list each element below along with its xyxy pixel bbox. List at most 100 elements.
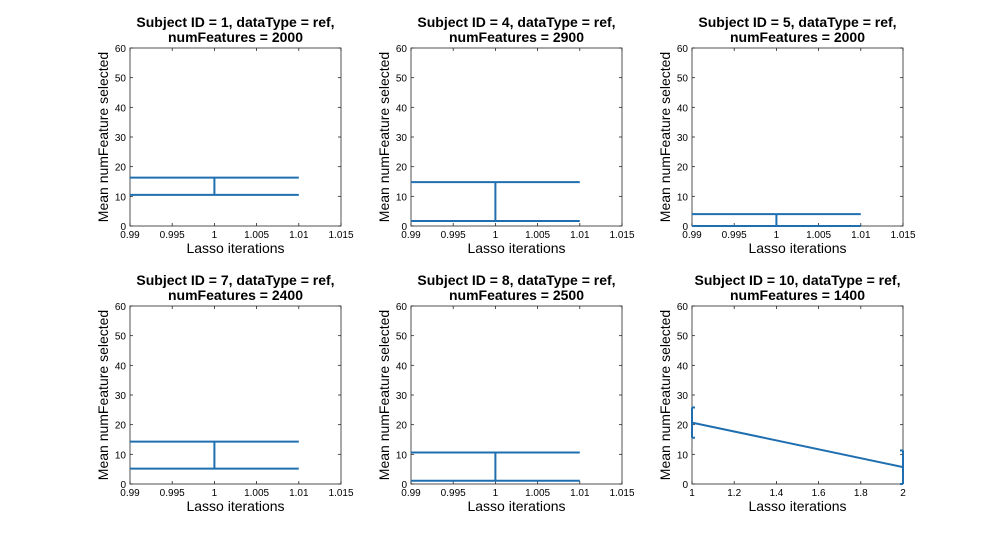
y-tick-label: 60 <box>115 302 127 313</box>
y-tick-label: 60 <box>677 302 689 313</box>
chart-title-line-2: numFeatures = 2900 <box>449 29 584 45</box>
x-tick-label: 1 <box>689 488 695 499</box>
chart-title-line-1: Subject ID = 8, dataType = ref, <box>417 272 615 288</box>
y-tick-label: 60 <box>115 44 127 55</box>
x-tick-label: 0.995 <box>160 488 185 499</box>
x-tick-label: 0.99 <box>120 230 140 241</box>
subplot-3: Subject ID = 5, dataType = ref,numFeatur… <box>657 14 916 256</box>
x-tick-label: 0.995 <box>441 230 466 241</box>
y-tick-label: 10 <box>677 450 689 461</box>
chart-title-line-2: numFeatures = 2500 <box>449 287 584 303</box>
y-tick-label: 40 <box>115 361 127 372</box>
x-tick-label: 1.01 <box>289 230 309 241</box>
axes-box <box>410 305 623 485</box>
subplot-2: Subject ID = 4, dataType = ref,numFeatur… <box>376 14 635 256</box>
y-tick-label: 10 <box>677 192 689 203</box>
y-tick-label: 60 <box>396 44 408 55</box>
y-tick-label: 50 <box>396 332 408 343</box>
y-tick-label: 0 <box>682 222 688 233</box>
axes-box <box>410 47 623 227</box>
y-tick-label: 0 <box>120 480 126 491</box>
y-tick-label: 20 <box>677 163 689 174</box>
y-tick-label: 20 <box>677 421 689 432</box>
x-tick-label: 1.005 <box>244 230 269 241</box>
x-tick-label: 0.99 <box>682 230 702 241</box>
x-tick-label: 1.015 <box>609 230 634 241</box>
chart-title-line-2: numFeatures = 1400 <box>730 287 865 303</box>
x-tick-label: 1.005 <box>806 230 831 241</box>
y-tick-label: 30 <box>396 133 408 144</box>
x-axis-label: Lasso iterations <box>467 240 565 256</box>
y-tick-label: 0 <box>120 222 126 233</box>
series-1 <box>691 406 904 485</box>
y-tick-label: 0 <box>401 480 407 491</box>
axes-box <box>691 305 904 485</box>
x-tick-label: 1.005 <box>525 488 550 499</box>
x-tick-label: 1.015 <box>890 230 915 241</box>
y-tick-label: 20 <box>396 421 408 432</box>
x-tick-label: 1 <box>212 230 218 241</box>
y-tick-label: 50 <box>677 74 689 85</box>
x-axis-label: Lasso iterations <box>748 240 846 256</box>
y-tick-label: 30 <box>677 133 689 144</box>
x-tick-label: 0.99 <box>401 488 421 499</box>
x-tick-label: 0.995 <box>722 230 747 241</box>
x-axis-label: Lasso iterations <box>186 498 284 514</box>
x-tick-label: 1.6 <box>812 488 826 499</box>
y-tick-label: 20 <box>115 421 127 432</box>
y-tick-label: 40 <box>396 103 408 114</box>
x-tick-label: 2 <box>900 488 906 499</box>
y-tick-label: 30 <box>115 133 127 144</box>
x-tick-label: 1.4 <box>769 488 783 499</box>
y-axis-label: Mean numFeature selected <box>376 310 392 480</box>
x-tick-label: 1.015 <box>328 230 353 241</box>
x-tick-label: 1.005 <box>525 230 550 241</box>
chart-title-line-1: Subject ID = 4, dataType = ref, <box>417 14 615 30</box>
x-tick-label: 1.01 <box>851 230 871 241</box>
y-tick-label: 20 <box>115 163 127 174</box>
x-tick-label: 1.015 <box>609 488 634 499</box>
chart-title-line-1: Subject ID = 5, dataType = ref, <box>698 14 896 30</box>
y-tick-label: 40 <box>677 361 689 372</box>
subplot-5: Subject ID = 8, dataType = ref,numFeatur… <box>376 272 635 514</box>
x-tick-label: 1.2 <box>727 488 741 499</box>
x-axis-label: Lasso iterations <box>467 498 565 514</box>
x-tick-label: 1.015 <box>328 488 353 499</box>
x-tick-label: 1 <box>493 488 499 499</box>
series-1 <box>130 440 299 470</box>
y-tick-label: 50 <box>115 74 127 85</box>
x-tick-label: 1.005 <box>244 488 269 499</box>
y-tick-label: 0 <box>682 480 688 491</box>
subplot-6: Subject ID = 10, dataType = ref,numFeatu… <box>657 272 906 514</box>
chart-title-line-2: numFeatures = 2000 <box>168 29 303 45</box>
x-tick-label: 1.01 <box>570 488 590 499</box>
series-1 <box>692 213 861 227</box>
y-axis-label: Mean numFeature selected <box>95 52 111 222</box>
x-axis-label: Lasso iterations <box>186 240 284 256</box>
chart-title-line-1: Subject ID = 10, dataType = ref, <box>695 272 901 288</box>
x-tick-label: 0.995 <box>441 488 466 499</box>
y-axis-label: Mean numFeature selected <box>657 310 673 480</box>
axes-box <box>129 305 342 485</box>
y-tick-label: 10 <box>115 192 127 203</box>
series-line <box>691 421 904 469</box>
y-tick-label: 30 <box>677 391 689 402</box>
series-1 <box>130 176 299 196</box>
subplot-1: Subject ID = 1, dataType = ref,numFeatur… <box>95 14 354 256</box>
x-tick-label: 1.01 <box>289 488 309 499</box>
y-tick-label: 60 <box>677 44 689 55</box>
y-tick-label: 0 <box>401 222 407 233</box>
x-tick-label: 1.8 <box>854 488 868 499</box>
y-tick-label: 20 <box>396 163 408 174</box>
y-tick-label: 40 <box>115 103 127 114</box>
chart-title-line-1: Subject ID = 7, dataType = ref, <box>136 272 334 288</box>
y-tick-label: 50 <box>396 74 408 85</box>
x-tick-label: 1 <box>493 230 499 241</box>
y-tick-label: 50 <box>115 332 127 343</box>
x-tick-label: 0.99 <box>401 230 421 241</box>
x-tick-label: 1 <box>212 488 218 499</box>
y-axis-label: Mean numFeature selected <box>95 310 111 480</box>
subplot-4: Subject ID = 7, dataType = ref,numFeatur… <box>95 272 354 514</box>
y-tick-label: 60 <box>396 302 408 313</box>
chart-title-line-2: numFeatures = 2000 <box>730 29 865 45</box>
